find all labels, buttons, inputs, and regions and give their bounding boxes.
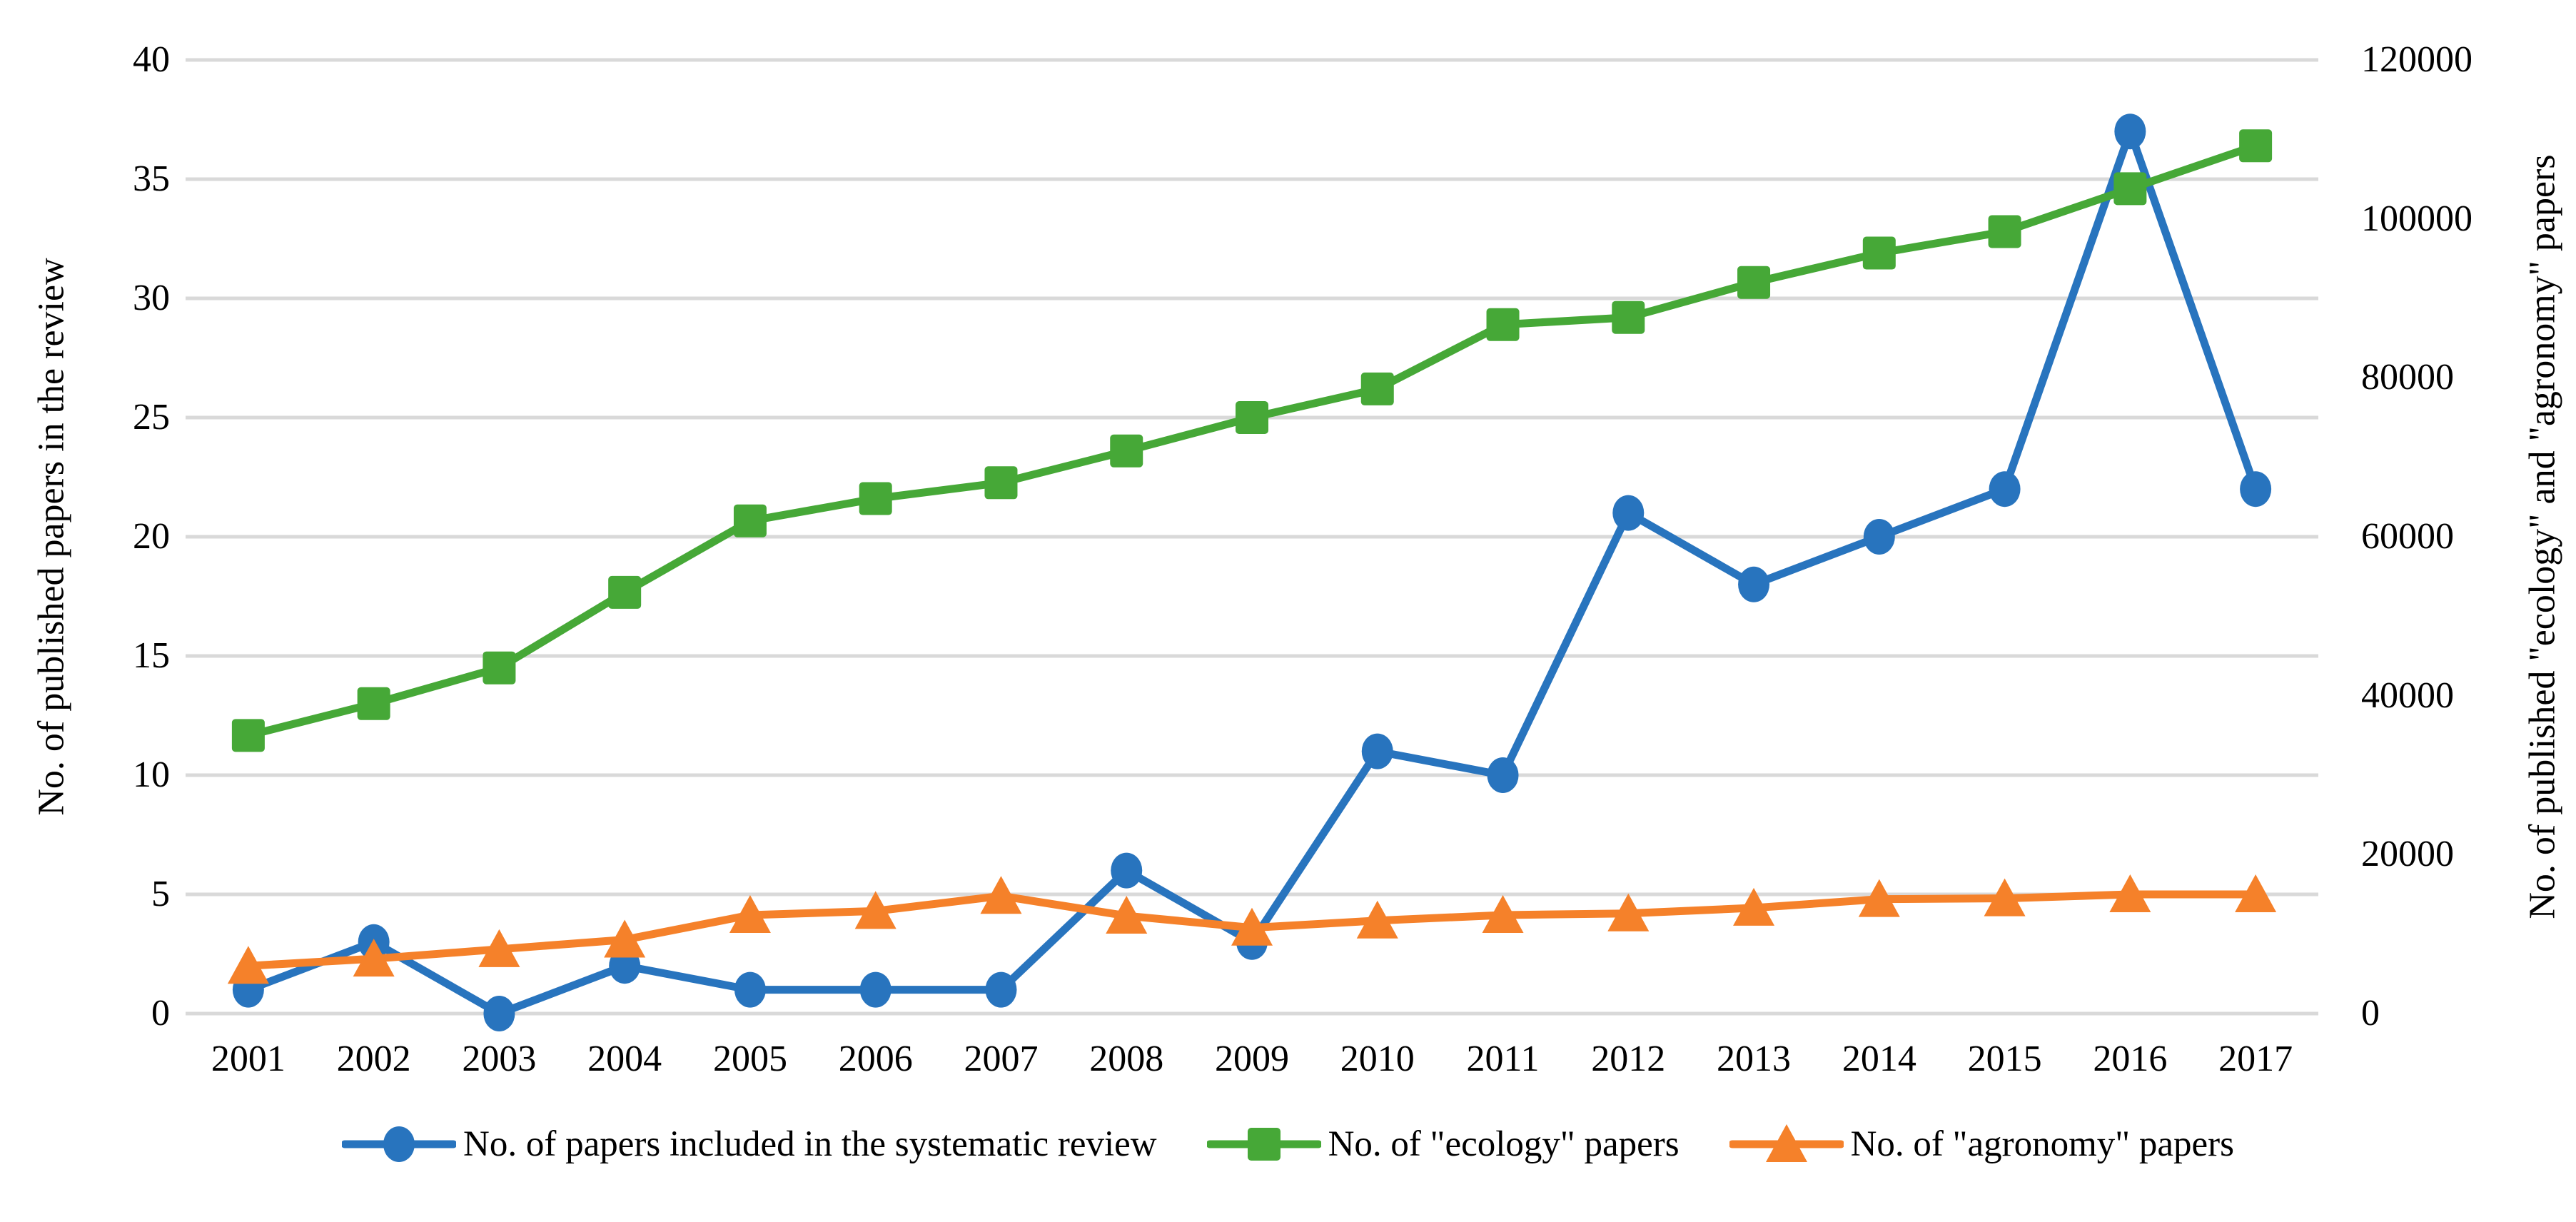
triangle-marker	[2109, 874, 2151, 912]
circle-marker	[1612, 495, 1645, 531]
left-axis-tick-label: 25	[133, 397, 170, 438]
x-axis-year-label: 2002	[336, 1039, 411, 1079]
left-axis-tick-label: 20	[133, 516, 170, 557]
triangle-marker	[1858, 879, 1900, 917]
legend: No. of papers included in the systematic…	[0, 1103, 2576, 1185]
left-axis-tick-label: 0	[151, 993, 170, 1034]
x-axis-year-label: 2001	[211, 1039, 286, 1079]
triangle-marker	[1984, 878, 2026, 916]
triangle-marker	[1356, 900, 1398, 939]
square-marker	[1110, 434, 1143, 468]
right-axis-tick-label: 100000	[2361, 198, 2473, 239]
square-marker	[608, 575, 642, 609]
square-marker	[859, 482, 892, 515]
right-axis-tick-label: 120000	[2361, 39, 2473, 80]
left-axis-tick-label: 5	[151, 874, 170, 914]
x-axis-year-label: 2013	[1717, 1039, 1792, 1079]
square-marker	[357, 687, 390, 720]
circle-marker	[985, 971, 1017, 1008]
left-axis-tick-label: 35	[133, 158, 170, 199]
x-axis-year-label: 2008	[1089, 1039, 1164, 1079]
legend-item-agronomy: No. of "agronomy" papers	[1729, 1121, 2234, 1167]
triangle-marker	[1106, 896, 1148, 934]
legend-item-ecology: No. of "ecology" papers	[1206, 1121, 1680, 1167]
triangle-marker	[854, 891, 896, 929]
x-axis-year-label: 2010	[1340, 1039, 1415, 1079]
right-axis-tick-label: 60000	[2361, 516, 2454, 557]
right-axis-tick-label: 40000	[2361, 675, 2454, 716]
legend-label: No. of papers included in the systematic…	[463, 1123, 1157, 1164]
orange-triangle-line-icon	[1729, 1123, 1844, 1162]
series-line	[244, 127, 2260, 1018]
square-marker	[1360, 372, 1394, 405]
triangle-marker	[1482, 894, 1524, 933]
circle-marker	[1989, 471, 2021, 508]
x-axis-year-label: 2011	[1466, 1039, 1540, 1079]
circle-marker	[859, 971, 892, 1008]
circle-marker	[2240, 471, 2272, 508]
x-axis-year-label: 2003	[462, 1039, 537, 1079]
triangle-marker	[1231, 907, 1273, 946]
x-axis-year-label: 2009	[1215, 1039, 1289, 1079]
right-axis-title: No. of published "ecology" and "agronomy…	[2522, 154, 2563, 919]
square-marker	[1862, 236, 1896, 270]
square-marker	[483, 651, 516, 685]
x-axis-year-label: 2016	[2093, 1039, 2168, 1079]
legend-item-systematic-review: No. of papers included in the systematic…	[342, 1121, 1157, 1167]
triangle-marker	[2235, 874, 2277, 912]
series-line	[244, 141, 2260, 739]
square-marker	[231, 719, 265, 752]
triangle-marker	[227, 946, 269, 984]
circle-marker	[734, 971, 766, 1008]
square-marker	[1612, 301, 1645, 334]
legend-label: No. of "ecology" papers	[1328, 1123, 1680, 1164]
x-axis-year-label: 2014	[1842, 1039, 1916, 1079]
circle-marker	[1487, 757, 1519, 793]
x-axis-year-label: 2007	[964, 1039, 1039, 1079]
x-axis-year-label: 2004	[587, 1039, 662, 1079]
triangle-marker	[729, 894, 771, 933]
circle-marker	[1111, 852, 1143, 889]
triangle-marker	[478, 929, 520, 967]
square-marker	[2239, 129, 2273, 163]
square-marker	[1988, 215, 2021, 248]
left-axis-tick-label: 40	[133, 39, 170, 80]
x-axis-year-label: 2015	[1967, 1039, 2042, 1079]
square-marker	[1486, 308, 1520, 341]
square-marker	[1236, 401, 1268, 434]
triangle-marker	[1607, 893, 1650, 931]
right-axis-tick-label: 20000	[2361, 834, 2454, 875]
square-marker	[2113, 172, 2147, 206]
right-axis-tick-label: 80000	[2361, 357, 2454, 398]
square-marker	[733, 504, 767, 537]
circle-marker	[1863, 519, 1895, 555]
triangle-marker	[604, 919, 646, 958]
left-axis-tick-label: 15	[133, 635, 170, 676]
x-axis-year-label: 2006	[838, 1039, 913, 1079]
x-axis-year-label: 2005	[712, 1039, 787, 1079]
blue-circle-line-icon	[342, 1126, 457, 1162]
circle-marker	[1738, 566, 1770, 602]
triangle-marker	[1733, 887, 1775, 926]
legend-label: No. of "agronomy" papers	[1850, 1123, 2234, 1164]
circle-marker	[1361, 733, 1393, 769]
triangle-marker	[980, 876, 1022, 914]
square-marker	[984, 466, 1018, 500]
circle-marker	[483, 996, 515, 1031]
right-axis-tick-label: 0	[2361, 993, 2380, 1034]
left-axis-tick-label: 30	[133, 278, 170, 318]
x-axis-year-label: 2017	[2218, 1039, 2293, 1079]
circle-marker	[2114, 113, 2146, 150]
left-axis-tick-label: 10	[133, 754, 170, 795]
square-marker	[1737, 266, 1771, 299]
x-axis-year-label: 2012	[1591, 1039, 1666, 1079]
triangle-marker	[353, 939, 395, 977]
green-square-line-icon	[1206, 1127, 1321, 1161]
